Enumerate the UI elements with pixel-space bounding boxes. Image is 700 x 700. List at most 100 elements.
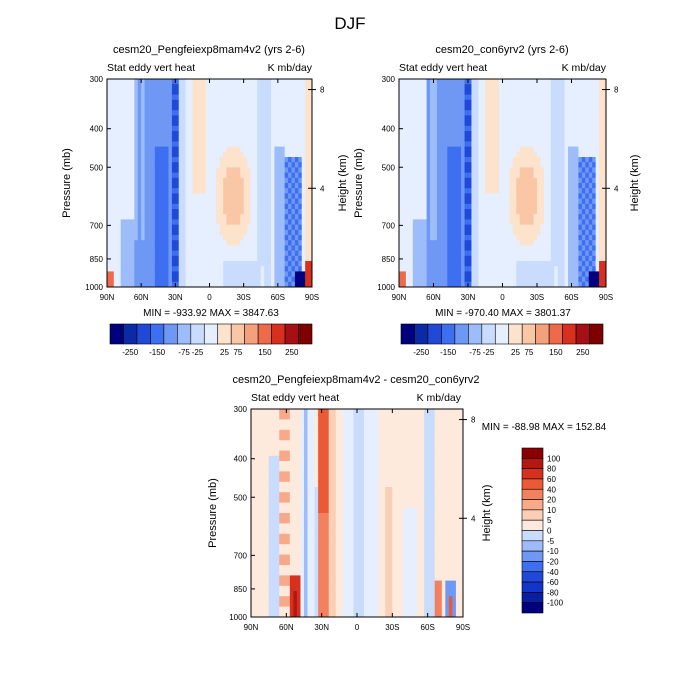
field-cell xyxy=(206,141,210,147)
field-cell xyxy=(440,245,445,251)
field-cell xyxy=(537,250,541,257)
field-cell xyxy=(602,136,607,142)
field-cell xyxy=(454,79,459,85)
field-cell xyxy=(253,151,258,158)
field-cell xyxy=(308,203,313,210)
field-cell xyxy=(206,177,210,184)
field-cell xyxy=(502,110,507,116)
field-cell xyxy=(568,94,572,101)
field-cell xyxy=(230,131,234,137)
field-cell xyxy=(447,115,452,121)
field-cell xyxy=(267,271,272,277)
field-cell xyxy=(509,120,514,127)
field-cell xyxy=(485,214,490,220)
field-cell xyxy=(144,188,149,194)
field-cell xyxy=(550,177,555,184)
field-cell xyxy=(260,229,265,236)
field-cell xyxy=(402,89,407,95)
field-cell xyxy=(557,235,562,241)
colorbar-swatch xyxy=(468,323,483,345)
field-cell xyxy=(405,157,410,163)
field-cell xyxy=(134,105,139,111)
colorbar-swatch xyxy=(521,323,536,345)
field-cell xyxy=(519,250,524,257)
field-cell xyxy=(277,193,282,199)
field-cell xyxy=(450,240,455,246)
field-cell xyxy=(291,125,296,132)
field-cell xyxy=(574,271,579,277)
field-cell xyxy=(599,136,603,142)
field-cell xyxy=(134,224,139,231)
field-cell xyxy=(250,105,255,111)
field-cell xyxy=(107,167,111,173)
field-cell xyxy=(526,94,531,101)
field-cell xyxy=(254,445,259,451)
field-cell xyxy=(557,94,562,101)
field-cell xyxy=(409,84,414,90)
field-cell xyxy=(233,276,238,283)
field-cell xyxy=(113,115,118,121)
field-cell xyxy=(416,281,421,288)
field-cell xyxy=(281,99,286,106)
field-cell xyxy=(284,84,289,90)
field-cell xyxy=(478,266,483,272)
field-cell xyxy=(554,94,559,101)
field-cell xyxy=(305,110,309,116)
field-cell xyxy=(240,250,245,257)
field-cell xyxy=(253,157,258,163)
field-cell xyxy=(454,229,459,236)
field-cell xyxy=(134,167,139,173)
field-cell xyxy=(574,255,579,262)
field-cell xyxy=(485,261,490,267)
field-cell xyxy=(154,271,159,277)
field-cell xyxy=(175,157,180,163)
field-cell xyxy=(595,94,600,101)
field-cell xyxy=(230,214,234,220)
field-cell xyxy=(547,146,552,153)
field-cell xyxy=(301,110,306,116)
field-cell xyxy=(209,255,214,262)
field-cell xyxy=(599,131,603,137)
field-cell xyxy=(168,110,173,116)
field-cell xyxy=(206,131,210,137)
field-cell xyxy=(433,131,438,137)
field-cell xyxy=(454,266,459,272)
field-cell xyxy=(308,240,313,246)
field-cell xyxy=(561,276,565,283)
field-cell xyxy=(440,89,445,95)
field-cell xyxy=(182,105,186,111)
field-cell xyxy=(499,271,503,277)
field-cell xyxy=(168,271,173,277)
field-cell xyxy=(454,125,459,132)
field-cell xyxy=(478,235,483,241)
field-cell xyxy=(281,125,286,132)
field-cell xyxy=(561,177,565,184)
field-cell xyxy=(113,167,118,173)
field-cell xyxy=(550,183,555,189)
field-cell xyxy=(461,162,465,168)
field-cell xyxy=(540,188,545,194)
field-cell xyxy=(592,240,597,246)
field-cell xyxy=(168,250,173,257)
field-cell xyxy=(485,188,490,194)
field-cell xyxy=(481,245,486,251)
field-cell xyxy=(461,229,465,236)
field-cell xyxy=(478,183,483,189)
field-cell xyxy=(468,157,472,163)
field-cell xyxy=(195,229,200,236)
field-cell xyxy=(561,229,565,236)
field-cell xyxy=(161,131,166,137)
field-cell xyxy=(499,162,503,168)
field-cell xyxy=(199,281,204,288)
field-cell xyxy=(209,261,214,267)
field-cell xyxy=(554,224,559,231)
field-cell xyxy=(130,146,135,153)
field-cell xyxy=(492,172,496,179)
field-cell xyxy=(450,219,455,225)
field-cell xyxy=(137,99,142,106)
field-cell xyxy=(478,177,483,184)
field-cell xyxy=(495,198,500,205)
field-cell xyxy=(454,183,459,189)
field-cell xyxy=(120,94,125,101)
field-cell xyxy=(130,219,135,225)
